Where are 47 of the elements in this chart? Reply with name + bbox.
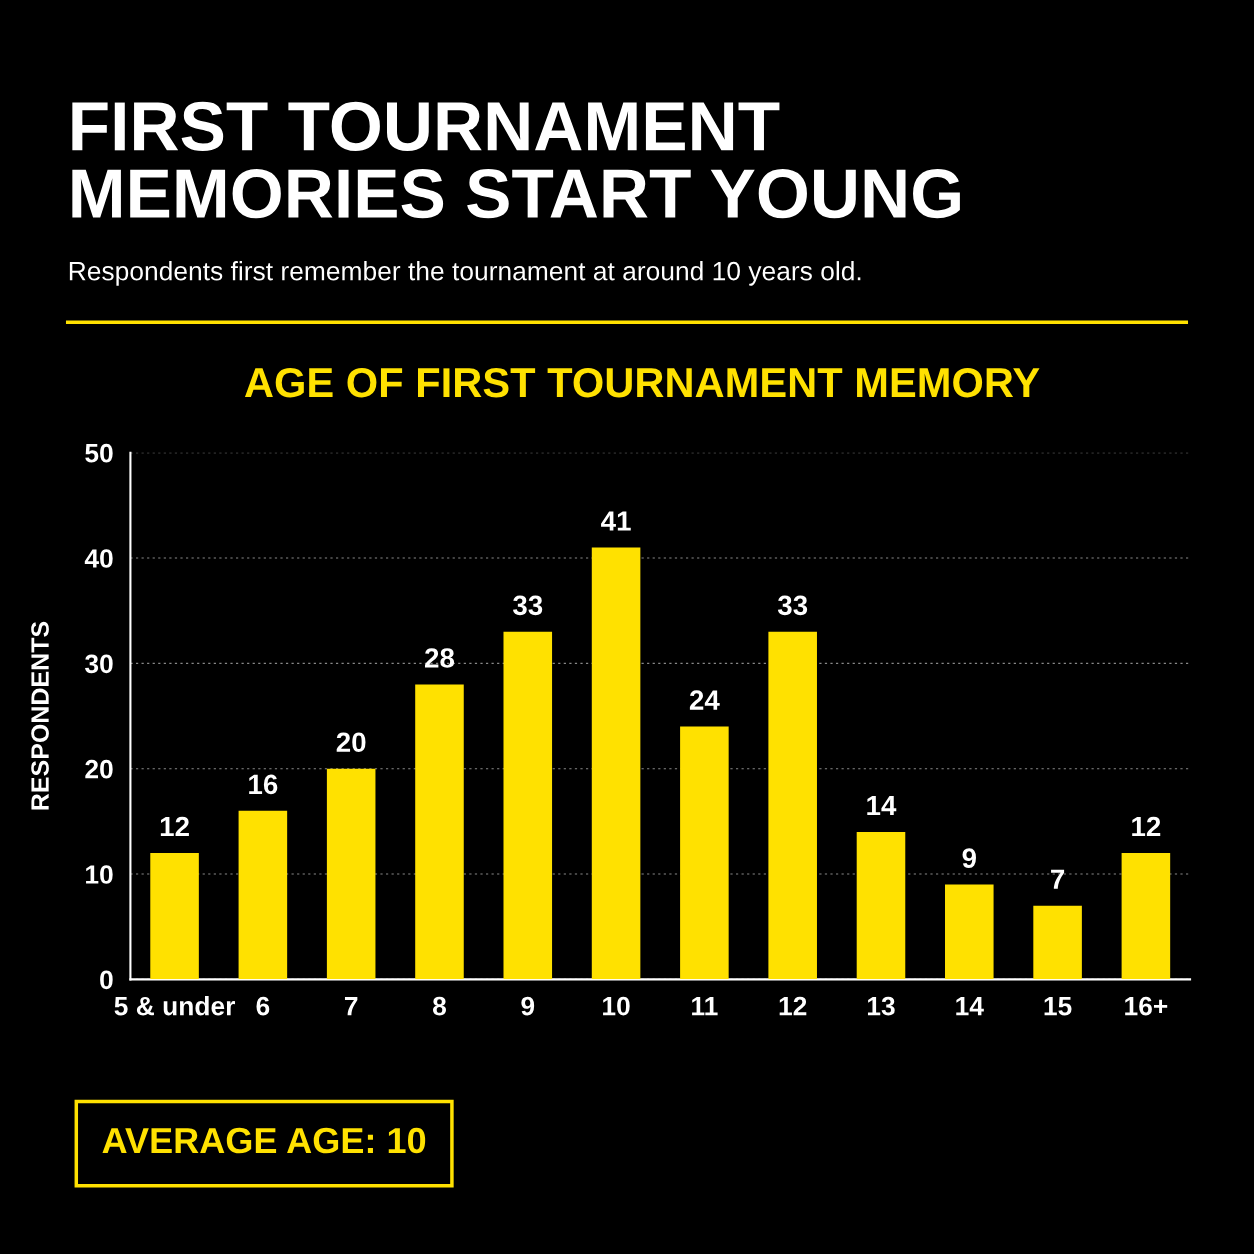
- x-tick-label: 16+: [1125, 996, 1168, 1016]
- y-tick-label: 30: [85, 654, 113, 674]
- x-tick-label: 5 & under: [114, 996, 236, 1016]
- x-tick-label: 12: [779, 996, 807, 1016]
- data-label: 9: [962, 848, 976, 868]
- bar: [1121, 852, 1171, 980]
- data-label: 7: [1051, 869, 1065, 889]
- bar: [768, 631, 817, 980]
- chart-title: FIRST TOURNAMENT MEMORIES START YOUNG: [72, 101, 960, 219]
- bar: [503, 631, 553, 980]
- bar: [150, 852, 199, 980]
- y-tick-label: 20: [85, 759, 113, 779]
- bar: [680, 726, 729, 980]
- data-label: 20: [336, 732, 366, 753]
- data-label: 12: [1132, 816, 1161, 837]
- bar: [415, 684, 464, 980]
- x-tick-label: 13: [867, 996, 895, 1016]
- bar: [1033, 905, 1082, 980]
- x-tick-label: 7: [344, 997, 358, 1016]
- y-tick-label: 0: [100, 970, 113, 990]
- data-label: 33: [777, 595, 808, 616]
- x-tick-label: 8: [432, 996, 446, 1016]
- bar: [326, 768, 376, 980]
- bar: [856, 831, 906, 980]
- text: AVERAGE AGE: 10: [102, 1127, 426, 1154]
- x-tick-label: 6: [256, 996, 270, 1016]
- y-tick-label: 10: [86, 865, 113, 884]
- data-label: 16: [249, 774, 278, 795]
- chart-subtitle: Respondents first remember the tournament at around 10 years old.: [69, 261, 861, 286]
- x-tick-label: 10: [603, 996, 630, 1016]
- x-tick-label: 15: [1044, 997, 1072, 1016]
- data-label: 41: [601, 511, 631, 531]
- bar: [238, 810, 288, 980]
- x-tick-label: 11: [692, 997, 718, 1016]
- bar: [945, 884, 994, 980]
- y-axis-title: RESPONDENTS: [31, 621, 49, 810]
- data-label: 12: [160, 816, 189, 837]
- data-label: 14: [867, 795, 897, 816]
- bar: [591, 547, 641, 980]
- data-label: 33: [512, 595, 543, 616]
- text: AGE OF FIRST TOURNAMENT MEMORY: [244, 367, 1040, 398]
- x-tick-label: 9: [521, 996, 535, 1016]
- x-tick-label: 14: [956, 997, 984, 1016]
- y-tick-label: 50: [85, 443, 113, 463]
- y-tick-label: 40: [84, 549, 113, 568]
- data-label: 28: [424, 648, 455, 668]
- data-label: 24: [689, 690, 720, 710]
